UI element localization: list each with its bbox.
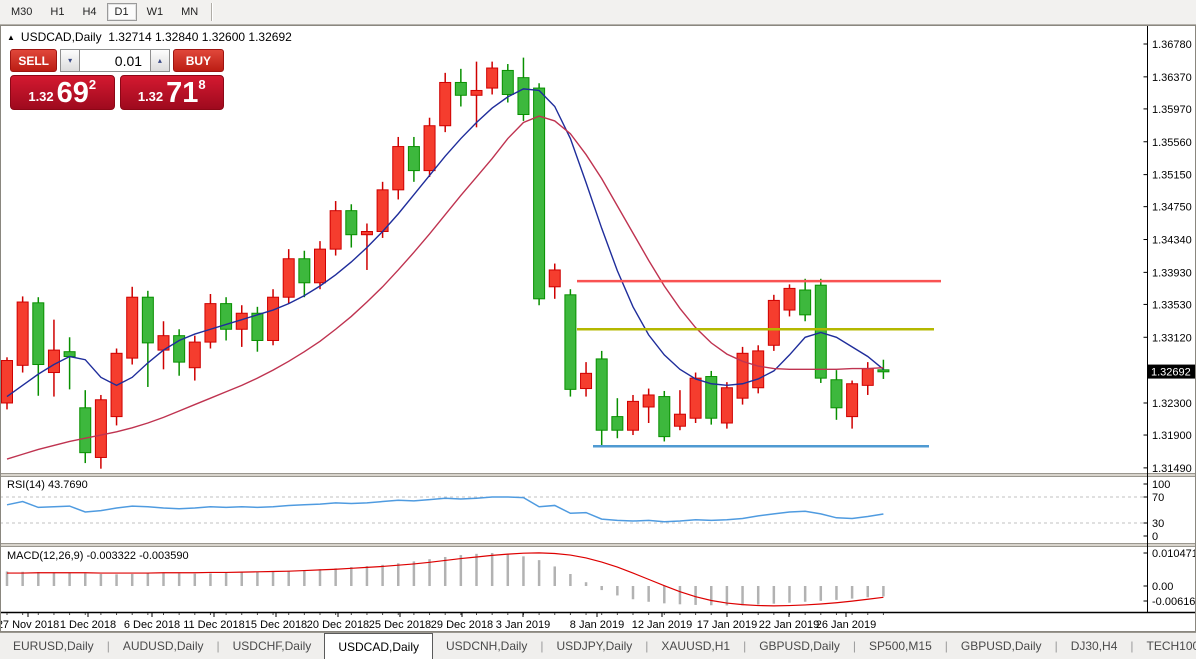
toolbar-separator bbox=[211, 3, 214, 21]
rsi-indicator-label: RSI(14) 43.7690 bbox=[7, 479, 88, 491]
current-price-value: 1.32692 bbox=[1151, 367, 1191, 379]
svg-text:1.33930: 1.33930 bbox=[1152, 267, 1192, 279]
tab-separator: | bbox=[1130, 639, 1134, 653]
price-chart-svg: 1.36780 1.36370 1.35970 1.35560 1.35150 1.347… bbox=[0, 25, 1196, 632]
tab-gbpusd-daily[interactable]: GBPUSD,Daily bbox=[759, 639, 840, 653]
tab-sp500-m15[interactable]: SP500,M15 bbox=[869, 639, 932, 653]
svg-text:0.00: 0.00 bbox=[1152, 581, 1173, 593]
sell-price-main: 69 bbox=[56, 77, 89, 109]
svg-text:1.36370: 1.36370 bbox=[1152, 72, 1192, 84]
chart-window: 1.36780 1.36370 1.35970 1.35560 1.35150 1.347… bbox=[0, 25, 1196, 632]
svg-text:25 Dec 2018: 25 Dec 2018 bbox=[369, 619, 431, 631]
symbol-tab-bar: EURUSD,Daily | AUDUSD,Daily | USDCHF,Daily US… bbox=[0, 632, 1196, 659]
one-click-trading-panel: SELL ▾ ▴ BUY 1.32 69 2 1.32 71 8 bbox=[10, 49, 225, 110]
volume-increase-button[interactable]: ▴ bbox=[150, 49, 170, 72]
svg-text:8 Jan 2019: 8 Jan 2019 bbox=[570, 619, 624, 631]
timeframe-button-m30[interactable]: M30 bbox=[11, 6, 33, 18]
chart-title: ▲ USDCAD,Daily 1.32714 1.32840 1.32600 1.… bbox=[7, 30, 292, 44]
svg-text:70: 70 bbox=[1152, 492, 1164, 504]
tab-eurusd-daily[interactable]: EURUSD,Daily bbox=[13, 639, 94, 653]
timeframe-button-w1[interactable]: W1 bbox=[146, 6, 164, 18]
tab-xauusd-h1[interactable]: XAUUSD,H1 bbox=[661, 639, 731, 653]
svg-text:1.35150: 1.35150 bbox=[1152, 170, 1192, 182]
svg-text:22 Jan 2019: 22 Jan 2019 bbox=[759, 619, 820, 631]
svg-text:1.32300: 1.32300 bbox=[1152, 398, 1192, 410]
tab-separator: | bbox=[645, 639, 649, 653]
timeframe-toolbar: M30 H1 H4 D1 W1 MN bbox=[0, 0, 1196, 25]
svg-text:-0.006164: -0.006164 bbox=[1152, 596, 1196, 608]
svg-text:26 Jan 2019: 26 Jan 2019 bbox=[816, 619, 877, 631]
timeframe-button-d1[interactable]: D1 bbox=[106, 3, 137, 21]
svg-text:0.010471: 0.010471 bbox=[1152, 548, 1196, 560]
rsi-line bbox=[6, 496, 884, 523]
price-axis[interactable]: 1.36780 1.36370 1.35970 1.35560 1.35150 1.347… bbox=[1143, 39, 1192, 475]
buy-price-prefix: 1.32 bbox=[137, 89, 164, 104]
tab-usdjpy-daily[interactable]: USDJPY,Daily bbox=[556, 639, 633, 653]
svg-text:12 Jan 2019: 12 Jan 2019 bbox=[632, 619, 693, 631]
tab-usdcnh-daily[interactable]: USDCNH,Daily bbox=[446, 639, 528, 653]
buy-price-main: 71 bbox=[166, 77, 199, 109]
sell-button[interactable]: SELL bbox=[10, 49, 58, 72]
tab-usdchf-daily[interactable]: USDCHF,Daily bbox=[232, 639, 312, 653]
svg-text:27 Nov 2018: 27 Nov 2018 bbox=[0, 619, 59, 631]
tab-separator: | bbox=[106, 639, 110, 653]
buy-button[interactable]: BUY bbox=[172, 49, 225, 72]
buy-price-box[interactable]: 1.32 71 8 bbox=[119, 75, 224, 110]
sell-price-prefix: 1.32 bbox=[28, 89, 54, 104]
volume-decrease-button[interactable]: ▾ bbox=[60, 49, 81, 72]
svg-text:30: 30 bbox=[1152, 518, 1164, 530]
collapse-chart-icon[interactable]: ▲ bbox=[7, 33, 15, 42]
svg-text:1 Dec 2018: 1 Dec 2018 bbox=[60, 619, 116, 631]
svg-text:1.33530: 1.33530 bbox=[1152, 299, 1192, 311]
chart-symbol-label: USDCAD,Daily bbox=[20, 30, 102, 44]
date-axis[interactable]: 27 Nov 2018 1 Dec 2018 6 Dec 2018 11 Dec 20… bbox=[0, 613, 884, 631]
svg-text:1.31900: 1.31900 bbox=[1152, 430, 1192, 442]
macd-indicator-label: MACD(12,26,9) -0.003322 -0.003590 bbox=[7, 550, 189, 562]
sell-price-box[interactable]: 1.32 69 2 bbox=[10, 75, 115, 110]
svg-text:1.34750: 1.34750 bbox=[1152, 202, 1192, 214]
svg-text:29 Dec 2018: 29 Dec 2018 bbox=[431, 619, 493, 631]
tab-separator: | bbox=[216, 639, 220, 653]
buy-price-pip: 8 bbox=[198, 77, 206, 92]
ma-slow-line bbox=[6, 115, 884, 460]
svg-text:15 Dec 2018: 15 Dec 2018 bbox=[245, 619, 307, 631]
tab-separator: | bbox=[743, 639, 747, 653]
volume-input[interactable] bbox=[80, 49, 151, 72]
svg-text:1.35970: 1.35970 bbox=[1152, 104, 1192, 116]
tab-separator: | bbox=[1054, 639, 1058, 653]
svg-text:20 Dec 2018: 20 Dec 2018 bbox=[307, 619, 369, 631]
tab-separator: | bbox=[852, 639, 857, 653]
svg-text:11 Dec 2018: 11 Dec 2018 bbox=[183, 619, 245, 631]
ma-fast-line bbox=[6, 88, 884, 398]
timeframe-button-mn[interactable]: MN bbox=[181, 6, 199, 18]
svg-text:1.33120: 1.33120 bbox=[1152, 332, 1192, 344]
svg-text:1.35560: 1.35560 bbox=[1152, 137, 1192, 149]
current-price-badge bbox=[1148, 364, 1196, 379]
tab-audusd-daily[interactable]: AUDUSD,Daily bbox=[122, 639, 204, 653]
svg-text:6 Dec 2018: 6 Dec 2018 bbox=[124, 619, 180, 631]
svg-text:100: 100 bbox=[1152, 479, 1170, 491]
tab-dj30-h4[interactable]: DJ30,H4 bbox=[1070, 639, 1118, 653]
tab-usdcad-daily[interactable]: USDCAD,Daily bbox=[324, 633, 433, 659]
chart-ohlc-values: 1.32714 1.32840 1.32600 1.32692 bbox=[108, 30, 292, 44]
timeframe-button-h4[interactable]: H4 bbox=[82, 6, 97, 18]
tab-gbpusd-daily[interactable]: GBPUSD,Daily bbox=[960, 639, 1042, 653]
svg-text:3 Jan 2019: 3 Jan 2019 bbox=[496, 619, 550, 631]
svg-text:1.31490: 1.31490 bbox=[1152, 463, 1192, 475]
timeframe-button-h1[interactable]: H1 bbox=[50, 6, 65, 18]
macd-histogram bbox=[5, 552, 885, 606]
tab-tech100-h1[interactable]: TECH100,H1 bbox=[1146, 639, 1196, 653]
macd-signal-line bbox=[7, 552, 884, 607]
svg-text:17 Jan 2019: 17 Jan 2019 bbox=[697, 619, 758, 631]
tab-separator: | bbox=[944, 639, 948, 653]
tab-separator: | bbox=[540, 639, 544, 653]
sell-price-pip: 2 bbox=[88, 77, 97, 92]
svg-text:1.34340: 1.34340 bbox=[1152, 235, 1192, 247]
svg-text:0: 0 bbox=[1152, 531, 1158, 543]
svg-text:1.36780: 1.36780 bbox=[1152, 39, 1192, 51]
